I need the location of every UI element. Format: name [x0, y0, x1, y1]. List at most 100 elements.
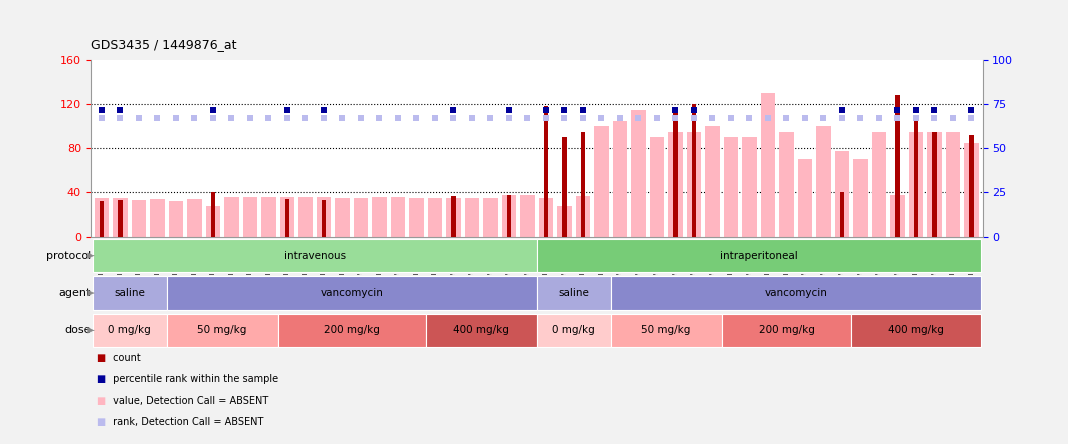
Text: value, Detection Call = ABSENT: value, Detection Call = ABSENT	[110, 396, 268, 406]
Bar	[317, 197, 331, 237]
Text: vancomycin: vancomycin	[320, 288, 383, 298]
Bar	[613, 121, 627, 237]
Bar	[927, 132, 942, 237]
Bar	[705, 126, 720, 237]
Text: count: count	[110, 353, 141, 363]
Bar	[93, 276, 167, 310]
Bar	[372, 197, 387, 237]
Text: ■: ■	[96, 374, 106, 385]
Text: ■: ■	[96, 353, 106, 363]
Text: 50 mg/kg: 50 mg/kg	[198, 325, 247, 335]
Bar	[631, 110, 646, 237]
Text: vancomycin: vancomycin	[765, 288, 827, 298]
Text: 400 mg/kg: 400 mg/kg	[453, 325, 509, 335]
Bar	[242, 197, 257, 237]
Bar	[210, 193, 216, 237]
Bar	[167, 313, 278, 347]
Bar	[93, 239, 536, 273]
Text: 0 mg/kg: 0 mg/kg	[552, 325, 595, 335]
Bar	[913, 121, 918, 237]
Bar	[581, 132, 585, 237]
Bar	[284, 199, 289, 237]
Bar	[99, 201, 105, 237]
Bar	[594, 126, 609, 237]
Text: dose: dose	[65, 325, 91, 335]
Bar	[391, 197, 405, 237]
Bar	[687, 132, 702, 237]
Bar	[760, 93, 775, 237]
Bar	[167, 276, 537, 310]
Bar	[427, 198, 442, 237]
Bar	[724, 137, 738, 237]
Bar	[835, 151, 849, 237]
Bar	[187, 199, 202, 237]
Text: 50 mg/kg: 50 mg/kg	[642, 325, 691, 335]
Bar	[537, 276, 611, 310]
Bar	[871, 132, 886, 237]
Bar	[562, 137, 567, 237]
Bar	[502, 194, 516, 237]
Bar	[113, 198, 127, 237]
Bar	[722, 313, 851, 347]
Bar	[798, 159, 812, 237]
Bar	[909, 132, 923, 237]
Bar	[446, 198, 460, 237]
Text: saline: saline	[559, 288, 590, 298]
Bar	[483, 198, 498, 237]
Bar	[278, 313, 426, 347]
Bar	[538, 198, 553, 237]
Bar	[816, 126, 831, 237]
Bar	[206, 206, 220, 237]
Bar	[692, 104, 696, 237]
Bar	[537, 313, 611, 347]
Bar	[891, 194, 905, 237]
Bar	[780, 132, 794, 237]
Text: protocol: protocol	[46, 251, 91, 261]
Bar	[224, 197, 238, 237]
Bar	[544, 106, 548, 237]
Text: rank, Detection Call = ABSENT: rank, Detection Call = ABSENT	[110, 417, 264, 427]
Bar	[426, 313, 537, 347]
Bar	[354, 198, 368, 237]
Text: ■: ■	[96, 396, 106, 406]
Bar	[119, 200, 123, 237]
Bar	[895, 95, 899, 237]
Bar	[557, 206, 571, 237]
Text: intravenous: intravenous	[284, 251, 346, 261]
Text: 400 mg/kg: 400 mg/kg	[888, 325, 944, 335]
Bar	[93, 313, 167, 347]
Bar	[262, 197, 276, 237]
Bar	[131, 200, 146, 237]
Bar	[520, 194, 535, 237]
Bar	[321, 200, 326, 237]
Text: percentile rank within the sample: percentile rank within the sample	[110, 374, 278, 385]
Bar	[853, 159, 867, 237]
Bar	[298, 197, 313, 237]
Bar	[465, 198, 480, 237]
Bar	[742, 137, 756, 237]
Bar	[280, 197, 294, 237]
Text: agent: agent	[59, 288, 91, 298]
Bar	[506, 194, 512, 237]
Bar	[537, 239, 980, 273]
Bar	[932, 132, 937, 237]
Text: ■: ■	[96, 417, 106, 427]
Text: 200 mg/kg: 200 mg/kg	[758, 325, 815, 335]
Bar	[964, 143, 978, 237]
Text: 200 mg/kg: 200 mg/kg	[324, 325, 379, 335]
Bar	[946, 132, 960, 237]
Text: 0 mg/kg: 0 mg/kg	[108, 325, 151, 335]
Bar	[669, 132, 682, 237]
Text: saline: saline	[114, 288, 145, 298]
Bar	[969, 135, 974, 237]
Bar	[851, 313, 980, 347]
Text: GDS3435 / 1449876_at: GDS3435 / 1449876_at	[91, 38, 236, 51]
Text: intraperitoneal: intraperitoneal	[720, 251, 798, 261]
Bar	[673, 110, 678, 237]
Bar	[151, 199, 164, 237]
Bar	[611, 313, 722, 347]
Bar	[611, 276, 980, 310]
Bar	[649, 137, 664, 237]
Bar	[839, 193, 845, 237]
Bar	[409, 198, 424, 237]
